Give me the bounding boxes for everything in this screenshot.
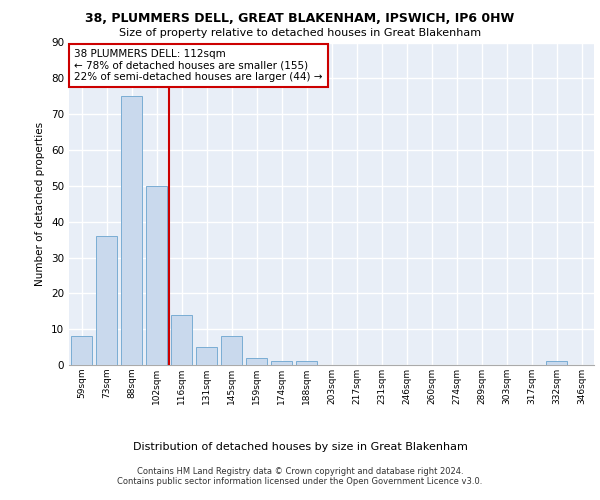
Bar: [121, 96, 142, 365]
Bar: [196, 347, 217, 365]
Text: Distribution of detached houses by size in Great Blakenham: Distribution of detached houses by size …: [133, 442, 467, 452]
Bar: [96, 236, 117, 365]
Text: Size of property relative to detached houses in Great Blakenham: Size of property relative to detached ho…: [119, 28, 481, 38]
Bar: [221, 336, 242, 365]
Bar: [146, 186, 167, 365]
Text: 38 PLUMMERS DELL: 112sqm
← 78% of detached houses are smaller (155)
22% of semi-: 38 PLUMMERS DELL: 112sqm ← 78% of detach…: [74, 49, 323, 82]
Bar: [71, 336, 92, 365]
Text: Contains public sector information licensed under the Open Government Licence v3: Contains public sector information licen…: [118, 477, 482, 486]
Bar: [171, 315, 192, 365]
Y-axis label: Number of detached properties: Number of detached properties: [35, 122, 46, 286]
Bar: [296, 362, 317, 365]
Text: 38, PLUMMERS DELL, GREAT BLAKENHAM, IPSWICH, IP6 0HW: 38, PLUMMERS DELL, GREAT BLAKENHAM, IPSW…: [85, 12, 515, 26]
Text: Contains HM Land Registry data © Crown copyright and database right 2024.: Contains HM Land Registry data © Crown c…: [137, 467, 463, 476]
Bar: [271, 362, 292, 365]
Bar: [546, 362, 567, 365]
Bar: [246, 358, 267, 365]
